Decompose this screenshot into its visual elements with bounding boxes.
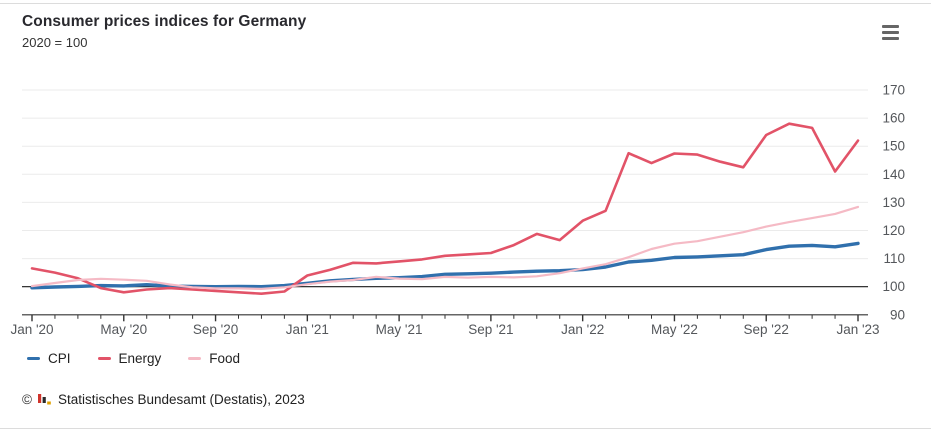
source-text: Statistisches Bundesamt (Destatis), 2023 (57, 392, 305, 407)
legend-label-food: Food (209, 351, 241, 366)
legend-label-energy: Energy (118, 351, 162, 366)
x-axis-label: Sep '20 (193, 322, 238, 337)
cpi-line-swatch (27, 357, 40, 360)
legend-item-cpi[interactable]: CPI (27, 351, 71, 366)
x-axis-label: Sep '21 (468, 322, 513, 337)
legend-item-energy[interactable]: Energy (97, 351, 162, 366)
y-axis-label: 160 (882, 111, 905, 126)
context-menu-button[interactable] (880, 22, 902, 42)
y-axis-label: 100 (882, 279, 905, 294)
x-axis-label: Jan '21 (286, 322, 329, 337)
source-credit: © Statistisches Bundesamt (Destatis), 20… (22, 392, 305, 407)
y-axis-label: 130 (882, 195, 905, 210)
x-axis-label: Sep '22 (744, 322, 789, 337)
y-axis-label: 140 (882, 167, 905, 182)
x-axis-label: May '21 (376, 322, 423, 337)
cpi-line (30, 241, 860, 290)
chart-subtitle: 2020 = 100 (22, 35, 88, 50)
y-axis-label: 120 (882, 223, 905, 238)
chart-legend: CPI Energy Food (27, 351, 267, 366)
legend-item-food[interactable]: Food (188, 351, 240, 366)
x-axis-label: May '20 (100, 322, 147, 337)
chart-header: Consumer prices indices for Germany 2020… (22, 13, 306, 50)
y-axis-label: 110 (883, 251, 905, 266)
x-axis-label: Jan '23 (836, 322, 879, 337)
energy-line-swatch (97, 357, 111, 360)
y-axis-label: 170 (882, 83, 905, 98)
hamburger-menu-icon (882, 24, 899, 28)
energy-line (30, 122, 860, 296)
food-line-swatch (188, 357, 202, 360)
legend-label-cpi: CPI (48, 351, 71, 366)
y-axis-label: 90 (890, 307, 905, 322)
top-divider (0, 3, 931, 4)
x-axis-label: Jan '22 (561, 322, 604, 337)
y-axis-label: 150 (882, 139, 905, 154)
copyright-symbol: © (22, 392, 32, 407)
chart-title: Consumer prices indices for Germany (22, 13, 307, 30)
food-line (30, 205, 860, 290)
bottom-divider (0, 428, 931, 429)
x-axis-label: May '22 (651, 322, 698, 337)
x-axis-label: Jan '20 (10, 322, 53, 337)
destatis-logo-icon (37, 394, 51, 405)
